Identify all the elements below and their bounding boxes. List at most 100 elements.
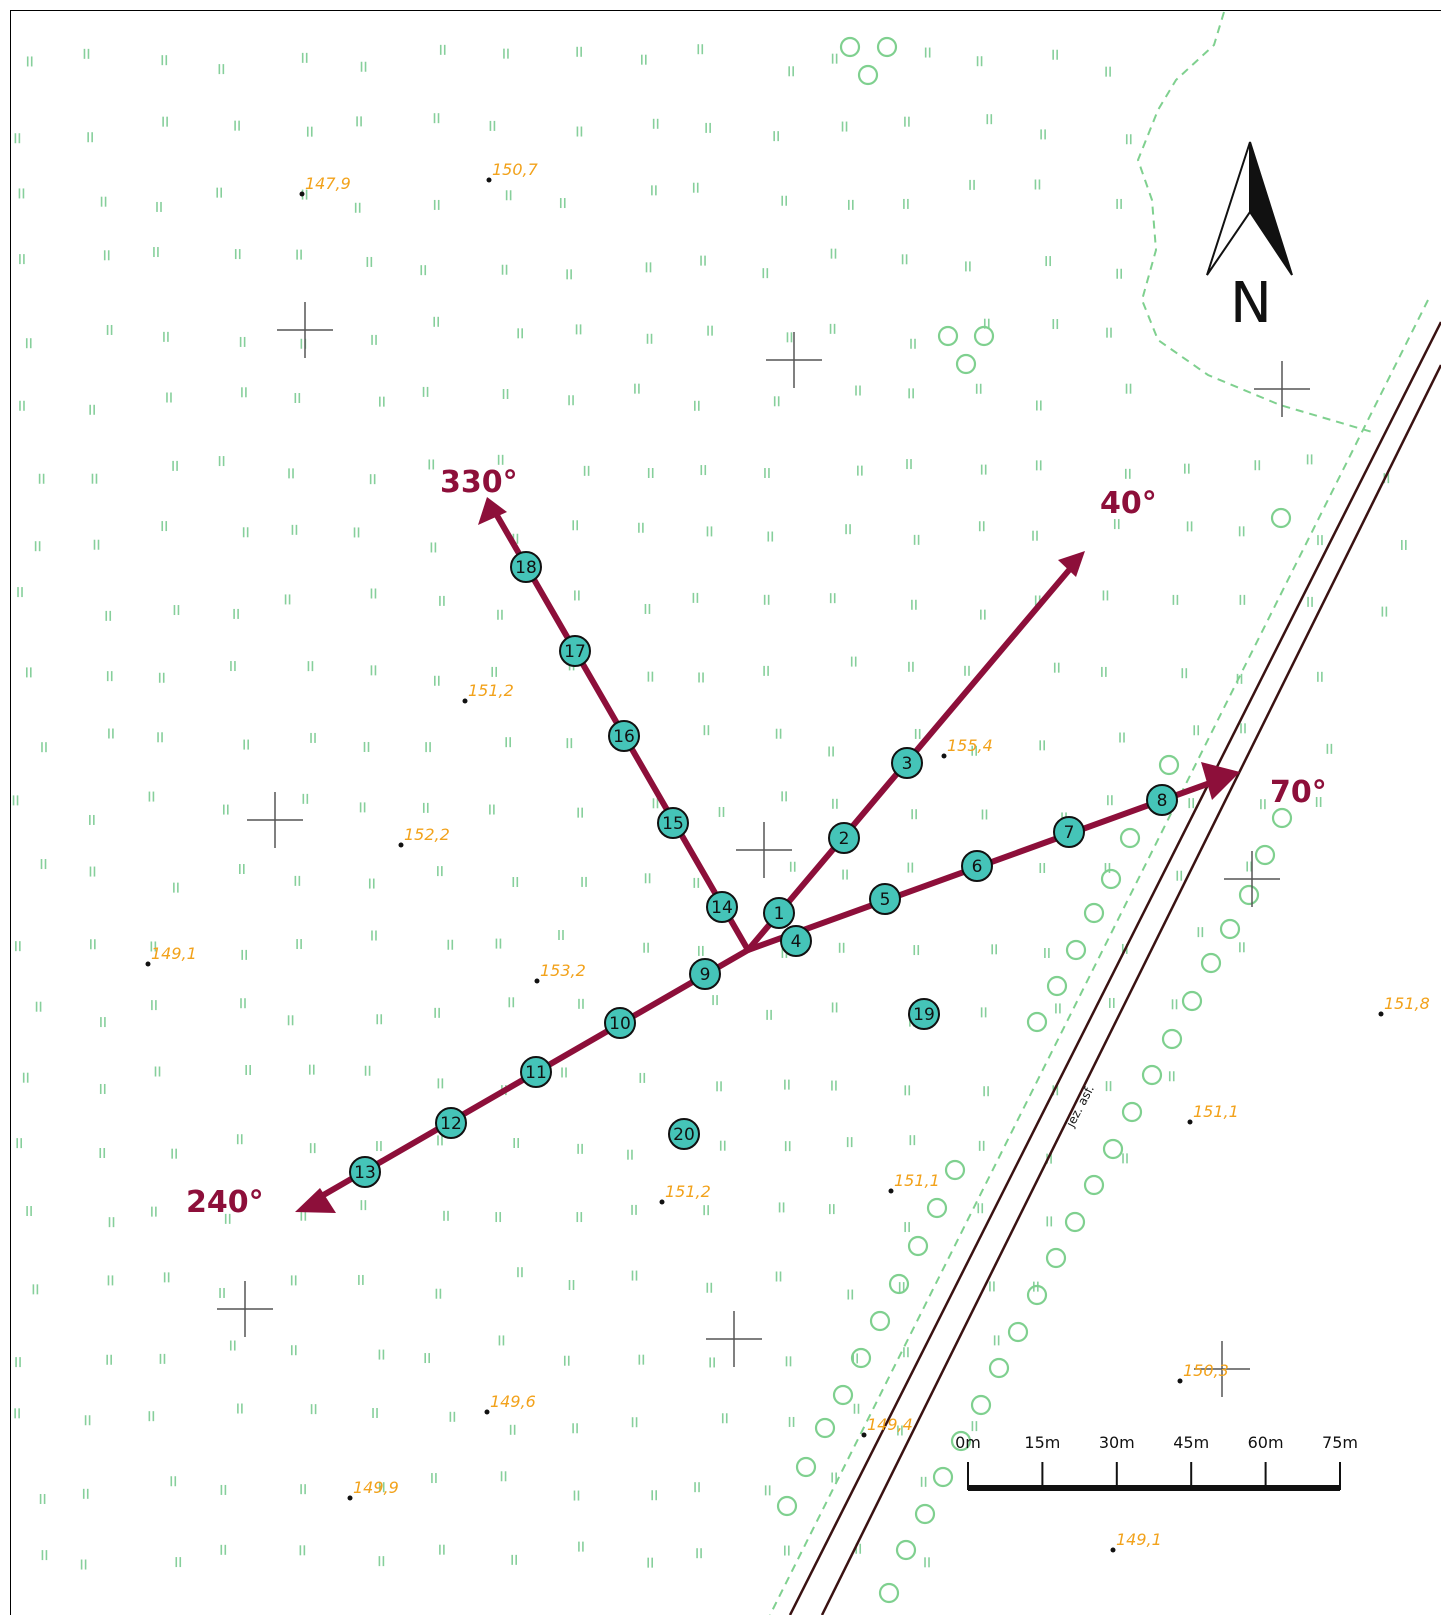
measurement-point-4[interactable] bbox=[780, 925, 812, 957]
grass-symbol bbox=[1105, 1081, 1112, 1092]
grass-symbol bbox=[785, 1356, 792, 1367]
grass-symbol bbox=[359, 802, 366, 813]
grass-symbol bbox=[788, 1416, 795, 1427]
elevation-dot bbox=[1177, 1378, 1183, 1384]
grass-symbol bbox=[498, 1335, 505, 1346]
grass-symbol bbox=[904, 116, 910, 127]
grass-symbol bbox=[229, 1340, 236, 1351]
measurement-point-15[interactable] bbox=[657, 807, 689, 839]
grass-symbol bbox=[652, 798, 659, 809]
measurement-point-18[interactable] bbox=[510, 551, 542, 583]
measurement-point-label: 17 bbox=[564, 642, 586, 662]
measurement-point-20[interactable] bbox=[668, 1118, 700, 1150]
bush-symbol bbox=[1046, 975, 1068, 997]
grass-symbol bbox=[224, 1213, 231, 1224]
grass-symbol bbox=[1107, 795, 1113, 806]
grass-symbol bbox=[573, 1490, 580, 1501]
grass-symbol bbox=[638, 522, 644, 533]
grass-symbol bbox=[643, 942, 649, 953]
grass-symbol bbox=[240, 998, 246, 1009]
measurement-point-7[interactable] bbox=[1053, 816, 1085, 848]
grass-symbol bbox=[513, 1138, 519, 1149]
grass-symbol bbox=[652, 118, 659, 129]
grass-symbol bbox=[497, 609, 503, 620]
grass-symbol bbox=[1381, 606, 1388, 617]
measurement-point-11[interactable] bbox=[520, 1056, 552, 1088]
bush-symbol bbox=[1254, 844, 1276, 866]
measurement-point-9[interactable] bbox=[689, 958, 721, 990]
measurement-point-label: 11 bbox=[525, 1063, 547, 1083]
grass-symbol bbox=[41, 1550, 48, 1561]
grass-symbol bbox=[829, 593, 836, 604]
elevation-dot bbox=[888, 1188, 894, 1194]
grass-symbol bbox=[370, 665, 377, 676]
grass-symbol bbox=[170, 1476, 177, 1487]
grass-symbol bbox=[700, 255, 706, 266]
grass-symbol bbox=[924, 1557, 930, 1568]
grass-symbol bbox=[910, 338, 916, 349]
grass-symbol bbox=[234, 120, 240, 131]
measurement-point-14[interactable] bbox=[706, 891, 738, 923]
measurement-point-19[interactable] bbox=[908, 998, 940, 1030]
grass-symbol bbox=[148, 1411, 155, 1422]
grass-symbol bbox=[846, 1137, 853, 1148]
grass-symbol bbox=[971, 745, 978, 756]
grass-symbol bbox=[105, 610, 112, 621]
measurement-point-10[interactable] bbox=[604, 1007, 636, 1039]
measurement-point-13[interactable] bbox=[349, 1156, 381, 1188]
grass-symbol bbox=[781, 791, 787, 802]
measurement-point-label: 10 bbox=[609, 1014, 631, 1034]
grass-symbol bbox=[230, 661, 236, 672]
grass-symbol bbox=[307, 661, 314, 672]
grass-symbol bbox=[692, 592, 699, 603]
measurement-point-6[interactable] bbox=[961, 850, 993, 882]
grass-symbol bbox=[980, 609, 986, 620]
grass-symbol bbox=[692, 182, 699, 193]
measurement-point-12[interactable] bbox=[435, 1107, 467, 1139]
grass-symbol bbox=[989, 1281, 995, 1292]
measurement-point-1[interactable] bbox=[763, 897, 795, 929]
grass-symbol bbox=[22, 1072, 29, 1083]
measurement-point-8[interactable] bbox=[1146, 784, 1178, 816]
grass-symbol bbox=[913, 945, 920, 956]
grass-symbol bbox=[845, 524, 851, 535]
azimuth-rays bbox=[295, 497, 1240, 1213]
grass-symbol bbox=[495, 938, 502, 949]
grass-symbol bbox=[356, 116, 362, 127]
measurement-point-label: 18 bbox=[515, 558, 537, 578]
grass-symbol bbox=[831, 1472, 837, 1483]
elevation-points: 147,9 150,7 151,2 155,4 152,2 149,1 153,2 151,8… bbox=[145, 160, 1430, 1553]
grass-symbol bbox=[84, 1415, 91, 1426]
grass-symbol bbox=[509, 1424, 516, 1435]
measurement-point-3[interactable] bbox=[891, 747, 923, 779]
measurement-point-label: 5 bbox=[880, 890, 891, 910]
grass-symbol bbox=[236, 1134, 243, 1145]
grass-symbol bbox=[19, 400, 25, 411]
grass-symbol bbox=[788, 66, 794, 77]
measurement-point-5[interactable] bbox=[869, 883, 901, 915]
elevation-dot bbox=[398, 842, 404, 848]
elevation-dot bbox=[145, 961, 151, 967]
measurement-point-17[interactable] bbox=[559, 635, 591, 667]
elevation-label: 151,8 bbox=[1384, 994, 1430, 1013]
elevation-dot bbox=[462, 698, 468, 704]
grass-symbol bbox=[241, 387, 247, 398]
grass-symbol bbox=[631, 1417, 638, 1428]
grass-symbol bbox=[371, 930, 377, 941]
grass-symbol bbox=[300, 1210, 307, 1221]
grass-symbol bbox=[430, 542, 437, 553]
grass-symbol bbox=[420, 265, 427, 276]
grass-symbol bbox=[577, 807, 583, 818]
grass-symbol bbox=[431, 1473, 437, 1484]
grass-symbol bbox=[157, 732, 163, 743]
grass-symbol bbox=[901, 254, 908, 265]
grass-symbol bbox=[784, 1141, 791, 1152]
measurement-point-2[interactable] bbox=[828, 822, 860, 854]
grass-symbol bbox=[773, 396, 780, 407]
measurement-point-16[interactable] bbox=[608, 720, 640, 752]
grass-symbol bbox=[287, 1015, 294, 1026]
grass-symbol bbox=[904, 1222, 910, 1233]
elevation-label: 151,1 bbox=[1193, 1102, 1239, 1121]
grass-symbol bbox=[99, 1148, 106, 1159]
